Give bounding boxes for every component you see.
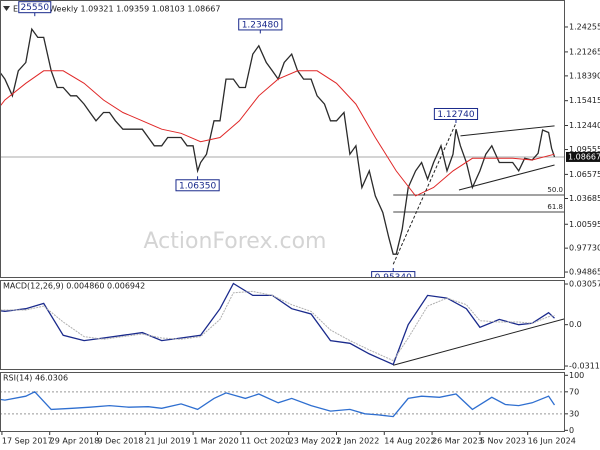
y-tick-label: 0.0: [569, 320, 582, 329]
x-tick-label: 26 Mar 2023: [432, 437, 483, 446]
y-tick-label: 1.03685: [569, 194, 600, 203]
plot-area: ActionForex.com 50.0 61.8 25550 1.23480 1.063…: [0, 1, 565, 283]
annotation-label: 1.12740: [437, 110, 474, 120]
series-line: [0, 391, 556, 418]
x-tick-label: 2 Jan 2022: [336, 437, 379, 446]
x-tick-label: 1 Mar 2020: [193, 437, 239, 446]
last-price-box: [566, 151, 600, 162]
x-tick-label: 17 Sep 2017: [2, 437, 53, 446]
trendline: [393, 318, 565, 366]
panel-border: [0, 0, 565, 278]
x-tick-label: 11 Oct 2020: [241, 437, 290, 446]
watermark: ActionForex.com: [144, 229, 327, 254]
x-tick-label: 5 Nov 2023: [480, 437, 526, 446]
y-tick-label: -0.031108: [569, 362, 600, 371]
y-tick-label: 1.21265: [569, 47, 600, 56]
series-line: [0, 70, 555, 197]
y-tick-label: 100: [569, 371, 584, 380]
y-tick-label: 0.97730: [569, 244, 600, 253]
title-icon: [3, 6, 10, 11]
annotation-box: [175, 179, 220, 192]
y-tick-label: 0.030579: [569, 280, 600, 289]
y-tick-label: 1.09555: [569, 145, 600, 154]
x-tick-label: 29 Apr 2018: [50, 437, 99, 446]
x-tick-label: 21 Jul 2019: [145, 437, 190, 446]
series-line: [0, 290, 555, 362]
y-tick-label: 0: [569, 426, 574, 435]
annotation-box: [18, 1, 52, 14]
panel-title: RSI(14) 46.0306: [3, 374, 68, 383]
annotation-label: 25550: [20, 3, 49, 13]
y-tick-label: 1.06575: [569, 170, 600, 179]
y-tick-label: 1.24255: [569, 22, 600, 31]
last-price-label: 1.08667: [568, 152, 600, 161]
x-tick-label: 14 Aug 2022: [384, 437, 435, 446]
x-tick-label: 16 Jun 2024: [528, 437, 576, 446]
plot-area: MACD(12,26,9) 0.004860 0.006942: [0, 282, 565, 366]
trendline: [392, 122, 457, 265]
series-line: [0, 282, 555, 366]
y-tick-label: 30: [569, 409, 579, 418]
trendline: [458, 164, 555, 191]
annotation-label: 1.06350: [179, 181, 216, 191]
x-tick-label: 23 May 2021: [289, 437, 341, 446]
y-tick-label: 1.18390: [569, 71, 600, 80]
fib-label: 50.0: [547, 186, 563, 194]
y-tick-label: 70: [569, 387, 579, 396]
annotation-box: [238, 18, 283, 31]
x-tick-label: 9 Dec 2018: [98, 437, 144, 446]
panel-border: [0, 280, 565, 370]
panel-title: MACD(12,26,9) 0.004860 0.006942: [3, 282, 145, 291]
y-tick-label: 1.12440: [569, 121, 600, 130]
panel-border: [0, 372, 565, 432]
fib-label: 61.8: [547, 203, 563, 211]
plot-area: RSI(14) 46.0306: [0, 374, 565, 418]
trendline: [460, 125, 555, 137]
chart-title: EURUSD,Weekly 1.09321 1.09359 1.08103 1.…: [13, 5, 220, 14]
annotation-label: 1.23480: [242, 20, 279, 30]
y-tick-label: 1.00595: [569, 220, 600, 229]
y-tick-label: 0.94865: [569, 268, 600, 277]
y-tick-label: 1.15415: [569, 96, 600, 105]
annotation-label: 0.95340: [375, 273, 412, 283]
annotation-box: [433, 107, 479, 120]
